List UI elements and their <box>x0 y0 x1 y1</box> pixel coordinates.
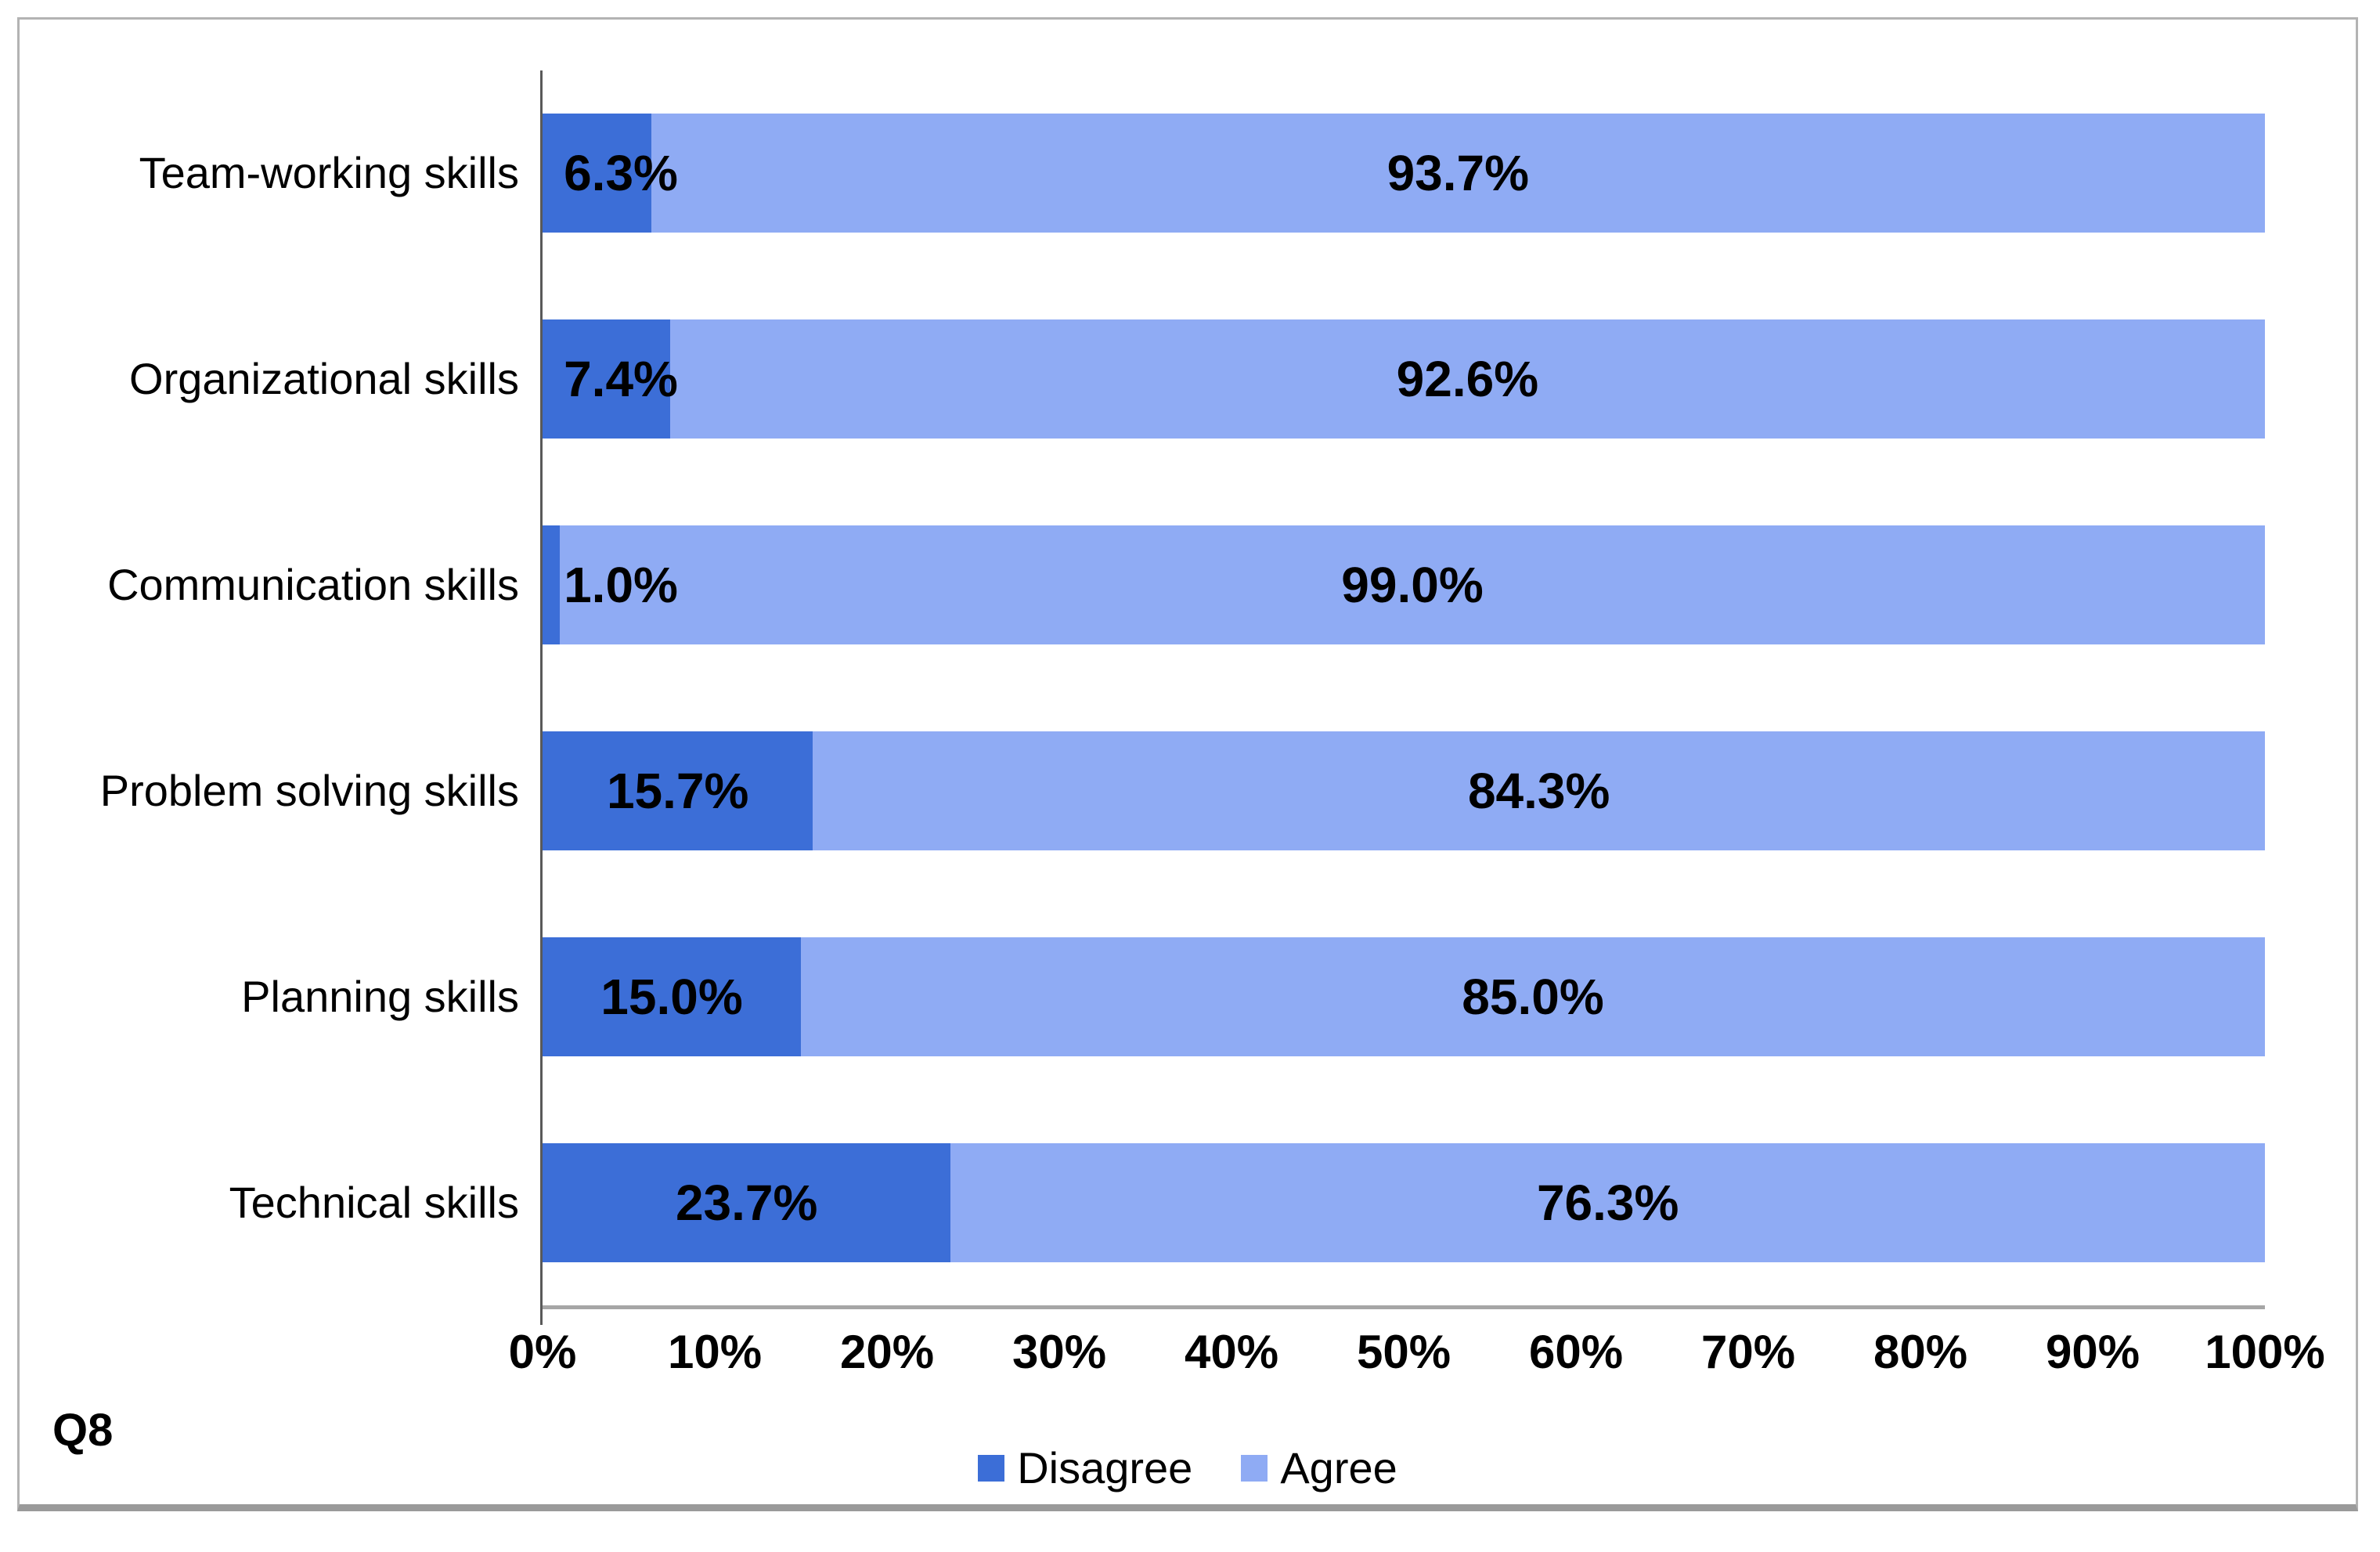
data-label-disagree: 15.7% <box>606 762 749 819</box>
category-label: Team-working skills <box>139 148 519 198</box>
data-label-disagree: 7.4% <box>564 351 678 408</box>
x-tick-label: 0% <box>508 1326 577 1378</box>
x-tick-label: 40% <box>1184 1326 1279 1378</box>
footnote-q8: Q8 <box>52 1405 114 1456</box>
chart-frame: 6.3% 93.7% 7.4% 92.6% 1.0% 99.0% 15.7% 84.3% 15.… <box>17 17 2358 1511</box>
bar-segment-agree <box>950 1142 2265 1262</box>
category-label: Planning skills <box>241 971 519 1021</box>
bar-row: 15.0% 85.0% <box>543 937 2265 1056</box>
data-label-disagree: 6.3% <box>564 145 678 202</box>
data-label-disagree: 23.7% <box>675 1174 818 1231</box>
category-label: Communication skills <box>107 560 519 610</box>
x-tick-label: 60% <box>1528 1326 1624 1378</box>
bar-segment-disagree <box>543 1142 951 1262</box>
bar-segment-disagree <box>543 731 813 850</box>
bar-row: 23.7% 76.3% <box>543 1142 2265 1262</box>
bar-segment-agree <box>669 319 2265 439</box>
bar-segment-disagree <box>543 319 670 439</box>
x-tick-label: 20% <box>839 1326 935 1378</box>
data-label-agree: 92.6% <box>1396 351 1539 408</box>
x-tick-label: 90% <box>2045 1326 2140 1378</box>
x-tick-label: 30% <box>1012 1326 1107 1378</box>
data-label-agree: 84.3% <box>1467 762 1610 819</box>
x-tick-label: 10% <box>667 1326 763 1378</box>
data-label-agree: 76.3% <box>1536 1174 1679 1231</box>
legend-swatch-icon <box>978 1455 1005 1482</box>
category-label: Technical skills <box>229 1177 519 1227</box>
bar-segment-agree <box>801 937 2265 1056</box>
bar-segment-agree <box>651 114 2265 233</box>
bar-segment-disagree <box>543 114 651 233</box>
x-tick-label: 80% <box>1873 1326 1968 1378</box>
x-axis-line <box>543 1305 2265 1309</box>
bar-row: 7.4% 92.6% <box>543 319 2265 439</box>
category-label: Organizational skills <box>129 354 519 404</box>
legend: Disagree Agree <box>20 1446 2356 1490</box>
legend-label: Agree <box>1280 1443 1397 1492</box>
bar-segment-agree <box>560 525 2265 645</box>
data-label-agree: 93.7% <box>1387 145 1530 202</box>
data-label-agree: 85.0% <box>1462 968 1604 1025</box>
legend-label: Disagree <box>1017 1443 1193 1492</box>
bar-segment-agree <box>813 731 2265 850</box>
legend-item-agree: Agree <box>1241 1446 1397 1490</box>
x-tick-label: 50% <box>1356 1326 1451 1378</box>
bar-row: 1.0% 99.0% <box>543 525 2265 645</box>
y-axis-line <box>540 70 543 1325</box>
x-tick-label: 100% <box>2205 1326 2325 1378</box>
data-label-agree: 99.0% <box>1341 557 1484 614</box>
bar-segment-disagree <box>543 525 560 645</box>
plot-area: 6.3% 93.7% 7.4% 92.6% 1.0% 99.0% 15.7% 84.3% 15.… <box>540 70 2265 1325</box>
category-label: Problem solving skills <box>99 766 519 816</box>
legend-swatch-icon <box>1241 1455 1268 1482</box>
data-label-disagree: 1.0% <box>564 557 678 614</box>
bar-row: 6.3% 93.7% <box>543 114 2265 233</box>
bar-segment-disagree <box>543 937 801 1056</box>
legend-item-disagree: Disagree <box>978 1446 1192 1490</box>
bar-row: 15.7% 84.3% <box>543 731 2265 850</box>
data-label-disagree: 15.0% <box>600 968 743 1025</box>
x-tick-label: 70% <box>1700 1326 1796 1378</box>
